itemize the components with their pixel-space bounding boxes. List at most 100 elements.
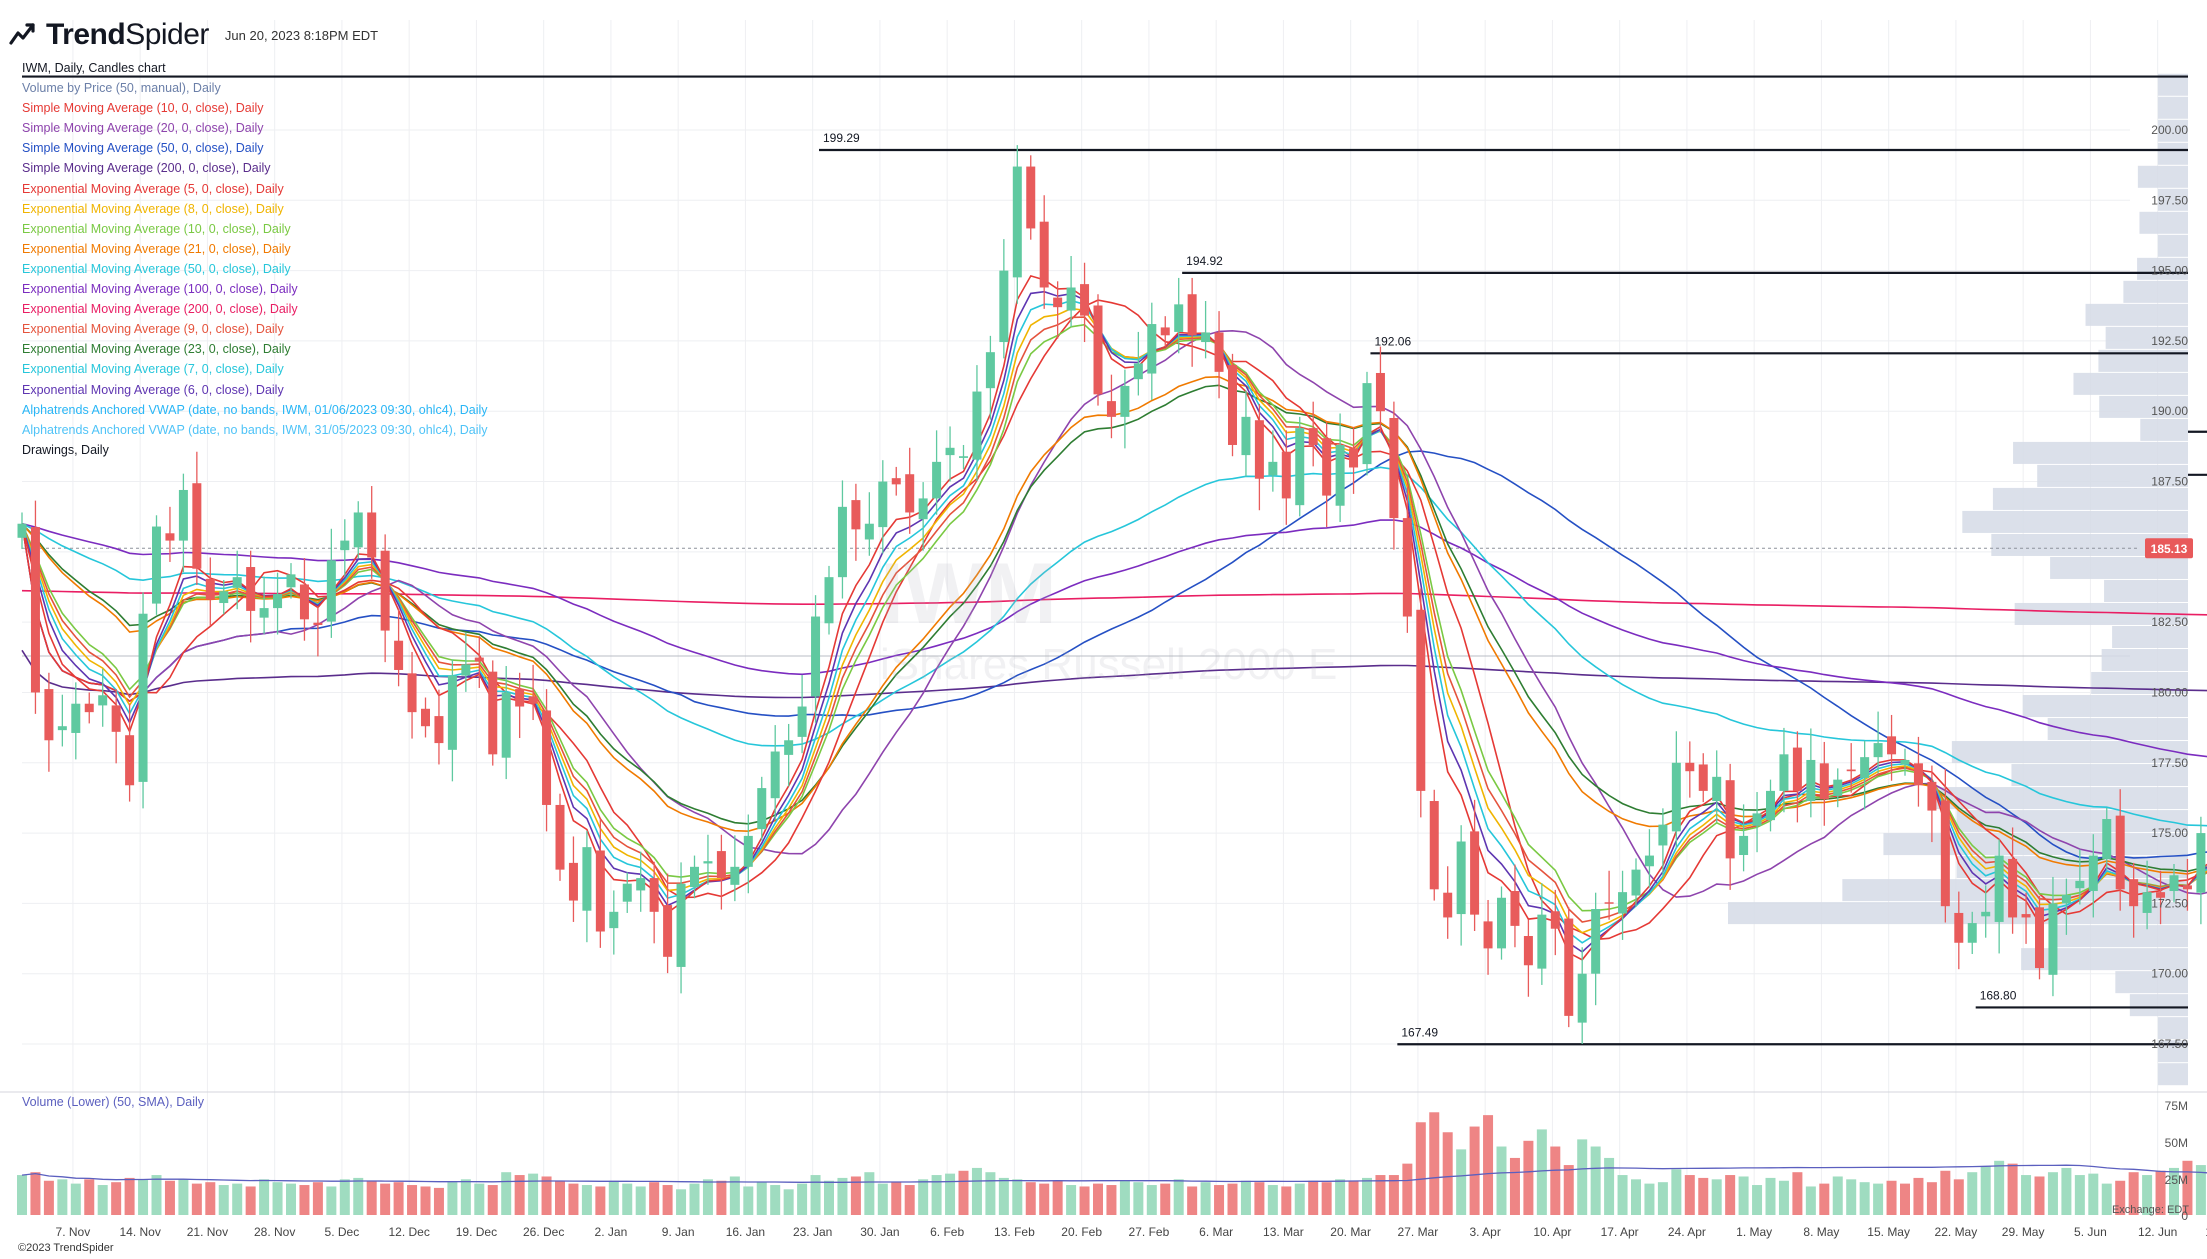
candle-body — [232, 577, 242, 588]
candle-body — [1053, 297, 1063, 308]
legend-item[interactable]: Exponential Moving Average (23, 0, close… — [22, 342, 291, 357]
vbp-bar — [2101, 648, 2188, 672]
candle-body — [1671, 762, 1681, 832]
brand-logo[interactable]: TrendSpider — [46, 18, 209, 51]
volume-bar — [286, 1183, 296, 1215]
candle-body — [1766, 790, 1775, 821]
legend-item[interactable]: Exponential Moving Average (8, 0, close)… — [22, 201, 284, 216]
candle-body — [1739, 835, 1749, 856]
candle-body — [1940, 800, 1950, 907]
candle-body — [2008, 858, 2018, 918]
vbp-bar — [2139, 211, 2188, 234]
candle-body — [528, 696, 538, 704]
volume-bar — [514, 1175, 525, 1215]
candle-body — [259, 608, 269, 618]
legend-item[interactable]: Alphatrends Anchored VWAP (date, no band… — [22, 402, 488, 417]
volume-bar — [2007, 1163, 2018, 1215]
vbp-bar — [2050, 556, 2188, 579]
candle-body — [2088, 855, 2098, 892]
level-label: 168.80 — [1980, 988, 2017, 1002]
date-tick-label: 16. Jan — [726, 1225, 765, 1239]
candle-body — [1174, 304, 1184, 332]
candle-body — [394, 640, 404, 670]
candle-body — [17, 523, 27, 538]
candle-body — [1375, 372, 1385, 412]
volume-legend[interactable]: Volume (Lower) (50, SMA), Daily — [22, 1095, 205, 1109]
chart-title[interactable]: IWM, Daily, Candles chart — [22, 61, 166, 75]
candle-body — [1497, 897, 1506, 949]
legend-item[interactable]: Exponential Moving Average (10, 0, close… — [22, 221, 291, 236]
volume-bar — [111, 1182, 122, 1215]
volume-bar — [662, 1185, 673, 1215]
candle-body — [1483, 921, 1493, 949]
legend-item[interactable]: Simple Moving Average (50, 0, close), Da… — [22, 141, 264, 156]
volume-bar — [729, 1176, 740, 1215]
volume-bar — [299, 1185, 310, 1215]
volume-bar — [1940, 1170, 1951, 1215]
candle-body — [1012, 166, 1022, 278]
volume-bar — [958, 1170, 969, 1215]
volume-bar — [783, 1189, 794, 1215]
candle-body — [649, 878, 659, 912]
candle-body — [1644, 855, 1654, 867]
candle-body — [313, 622, 323, 625]
candle-body — [716, 851, 726, 879]
vbp-bar — [2158, 1063, 2188, 1086]
candle-body — [1416, 609, 1426, 791]
candle-body — [676, 883, 686, 967]
legend-item[interactable]: Exponential Moving Average (5, 0, close)… — [22, 181, 284, 196]
volume-bar — [891, 1182, 902, 1215]
legend-item[interactable]: Exponential Moving Average (9, 0, close)… — [22, 322, 284, 337]
volume-bar — [1079, 1186, 1090, 1215]
candle-body — [2129, 879, 2139, 907]
price-tick-label: 167.50 — [2151, 1037, 2188, 1051]
volume-bar — [17, 1175, 27, 1215]
candle-body — [1591, 909, 1601, 974]
legend-item[interactable]: Exponential Moving Average (100, 0, clos… — [22, 282, 298, 297]
volume-bar — [770, 1185, 781, 1215]
volume-bar — [541, 1176, 552, 1215]
volume-tick-label: 25M — [2165, 1173, 2188, 1187]
volume-bar — [918, 1179, 929, 1215]
candle-body — [1860, 757, 1870, 778]
volume-bar — [1267, 1185, 1278, 1215]
candle-body — [44, 689, 54, 741]
legend-item[interactable]: Alphatrends Anchored VWAP (date, no band… — [22, 422, 488, 437]
volume-bar — [1119, 1180, 1130, 1215]
volume-bar — [1375, 1175, 1386, 1215]
legend-item[interactable]: Exponential Moving Average (50, 0, close… — [22, 261, 291, 276]
legend-item[interactable]: Volume by Price (50, manual), Daily — [22, 81, 221, 96]
legend-item[interactable]: Simple Moving Average (200, 0, close), D… — [22, 161, 271, 176]
volume-bar — [1778, 1180, 1789, 1215]
legend-item[interactable]: Simple Moving Average (20, 0, close), Da… — [22, 121, 264, 136]
volume-bar — [191, 1183, 202, 1215]
volume-bar — [1550, 1146, 1561, 1215]
legend-item[interactable]: Simple Moving Average (10, 0, close), Da… — [22, 101, 264, 116]
moving-average-lines — [21, 274, 2207, 961]
candle-body — [1846, 769, 1856, 772]
legend-item[interactable]: Exponential Moving Average (7, 0, close)… — [22, 362, 284, 377]
volume-bar — [2047, 1172, 2058, 1215]
volume-bar — [1832, 1176, 1843, 1215]
candle-body — [1712, 776, 1722, 802]
candle-body — [299, 584, 309, 620]
vbp-bar — [1962, 510, 2188, 533]
volume-bar — [608, 1180, 619, 1215]
candle-body — [421, 708, 430, 727]
candle-body — [837, 506, 847, 578]
legend-item[interactable]: Exponential Moving Average (200, 0, clos… — [22, 302, 298, 317]
volume-bar — [676, 1189, 687, 1215]
date-tick-label: 22. May — [1935, 1225, 1978, 1239]
date-tick-label: 6. Feb — [930, 1225, 964, 1239]
volume-bar — [595, 1186, 606, 1215]
candle-body — [811, 616, 821, 697]
candle-body — [286, 574, 296, 588]
legend-item[interactable]: Exponential Moving Average (6, 0, close)… — [22, 382, 284, 397]
volume-bar — [1536, 1129, 1547, 1215]
legend-item[interactable]: Exponential Moving Average (21, 0, close… — [22, 241, 291, 256]
volume-bar — [2115, 1180, 2126, 1215]
candle-body — [488, 671, 498, 755]
legend-item[interactable]: Drawings, Daily — [22, 442, 109, 457]
candle-body — [1160, 327, 1170, 336]
